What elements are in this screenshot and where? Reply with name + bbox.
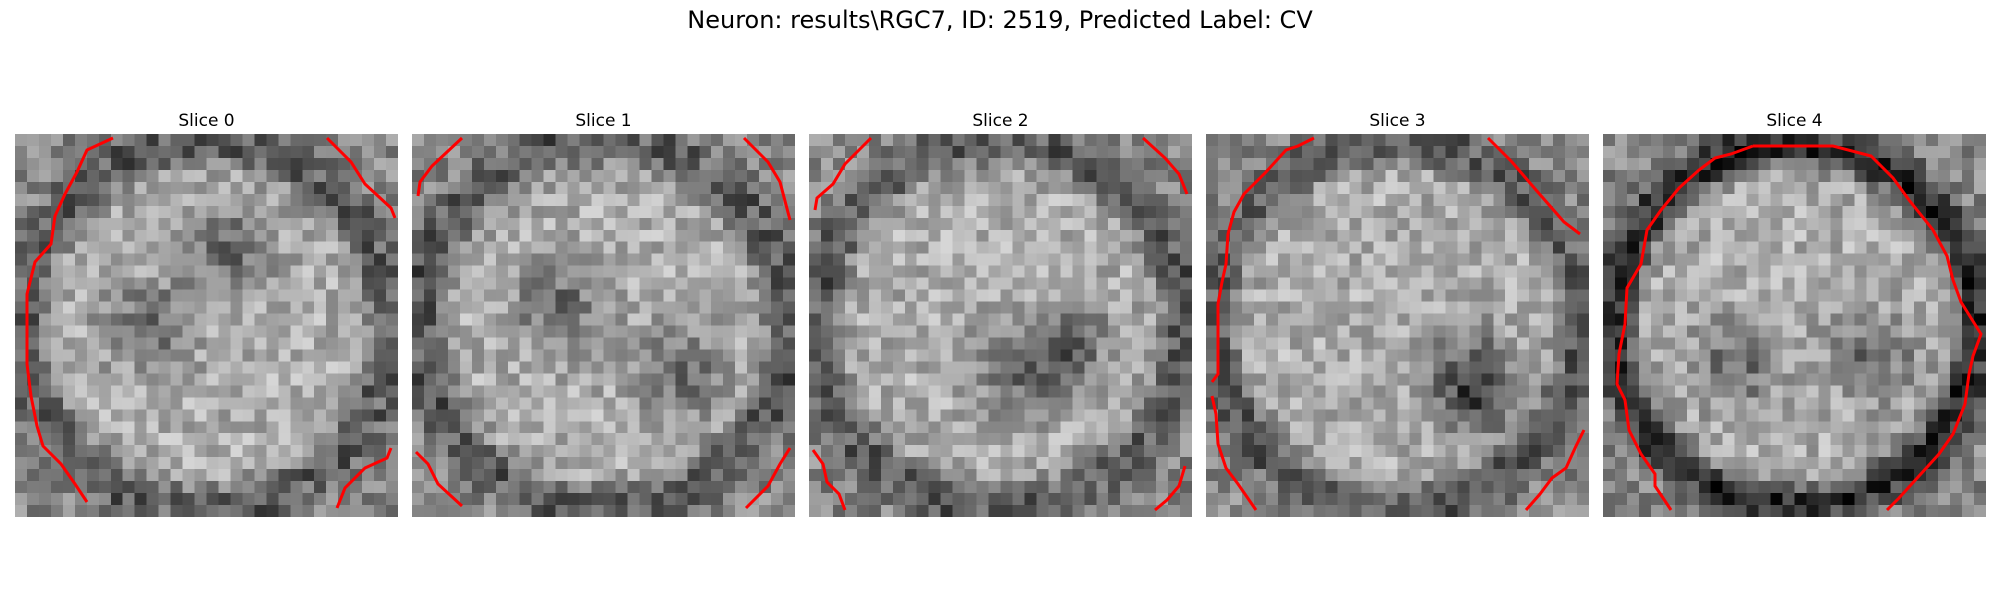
slice-panel-2: Slice 2 [809, 109, 1192, 517]
contour-line [335, 447, 393, 509]
contour-line [325, 136, 397, 219]
slice-image-3 [1206, 134, 1589, 517]
slice-title: Slice 4 [1766, 111, 1823, 131]
slice-title: Slice 1 [575, 111, 632, 131]
contour-line [25, 136, 114, 503]
contour-line [1210, 395, 1258, 511]
grayscale-image [412, 134, 795, 517]
grayscale-image [15, 134, 398, 517]
contour-line [416, 136, 464, 197]
contour-line [744, 447, 792, 510]
grayscale-image [809, 134, 1192, 517]
contour-overlay [811, 136, 1189, 512]
contour-line [1615, 144, 1754, 511]
slice-panel-3: Slice 3 [1206, 109, 1589, 517]
grayscale-image [1206, 134, 1589, 517]
contour-line [1210, 136, 1315, 383]
contour-line [742, 136, 792, 221]
contour-line [813, 136, 873, 211]
slice-image-1 [412, 134, 795, 517]
contour-overlay [1210, 136, 1586, 511]
contour-line [1753, 144, 1983, 512]
slice-image-2 [809, 134, 1192, 517]
contour-line [1141, 136, 1189, 195]
slice-image-0 [15, 134, 398, 517]
contour-line [1524, 429, 1586, 511]
figure-title: Neuron: results\RGC7, ID: 2519, Predicte… [687, 6, 1313, 34]
slice-panel-0: Slice 0 [15, 109, 398, 517]
contour-overlay [1615, 144, 1983, 512]
slice-title: Slice 2 [972, 111, 1029, 131]
contour-line [1486, 136, 1581, 236]
contour-line [414, 450, 464, 508]
contour-line [1154, 465, 1187, 512]
grayscale-image [1603, 134, 1986, 517]
contour-overlay [414, 136, 792, 510]
slice-title: Slice 3 [1369, 111, 1426, 131]
contour-line [811, 449, 847, 511]
slice-panel-4: Slice 4 [1603, 109, 1986, 517]
slice-image-4 [1603, 134, 1986, 517]
slice-panel-1: Slice 1 [412, 109, 795, 517]
slice-title: Slice 0 [178, 111, 235, 131]
contour-overlay [25, 136, 397, 509]
